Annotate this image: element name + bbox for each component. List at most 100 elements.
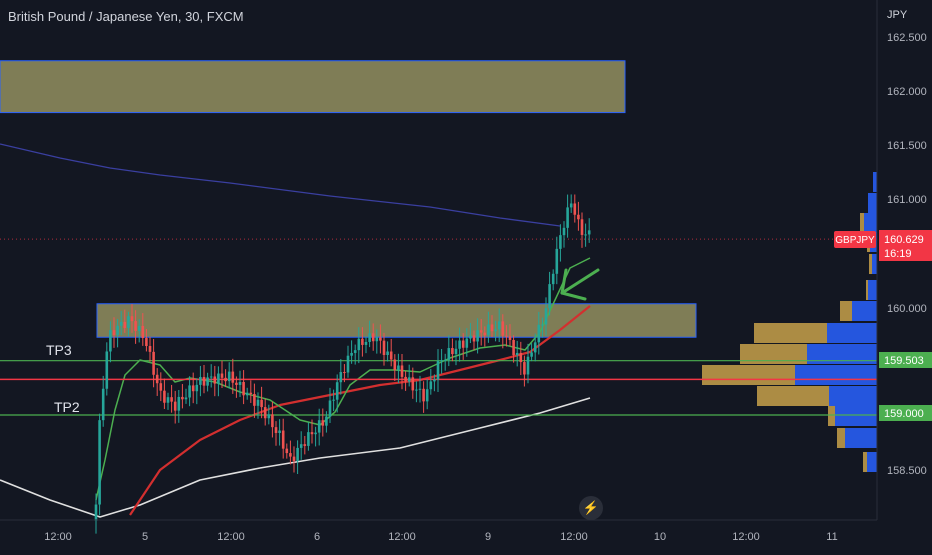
candle-body [159, 383, 163, 391]
volume-bar-down [828, 406, 835, 426]
candle-body [209, 376, 213, 378]
price-tick: 162.000 [887, 86, 927, 98]
candle-body [433, 379, 436, 382]
volume-bar-down [840, 301, 852, 321]
time-tick: 12:00 [388, 531, 416, 543]
volume-bar-down [869, 254, 872, 274]
volume-bar-up [864, 213, 877, 233]
candle-body [199, 376, 202, 385]
candle-body [292, 456, 296, 462]
candle-body [505, 335, 508, 337]
candle-body [145, 337, 148, 347]
candle-body [332, 399, 335, 401]
candle-body [404, 376, 407, 382]
candle-body [429, 381, 433, 390]
candle-body [371, 333, 375, 342]
candle-body [123, 321, 127, 328]
candle-body [368, 333, 371, 342]
candle-body [346, 355, 350, 373]
price-tick: 161.500 [887, 140, 927, 152]
level-badge-tp3-value: 159.503 [884, 355, 924, 367]
price-axis[interactable]: JPY 162.500 162.000 161.500 161.000 160.… [876, 0, 927, 520]
candle-body [170, 397, 173, 402]
candle-body [483, 332, 487, 336]
volume-bar-up [829, 386, 877, 406]
candle-body [152, 351, 155, 375]
candle-body [339, 372, 343, 383]
last-price-badge-bg [879, 230, 932, 261]
candle-body [256, 399, 260, 406]
candle-body [321, 420, 325, 426]
candle-body [155, 374, 159, 384]
candle-body [494, 329, 497, 332]
candle-body [137, 325, 141, 331]
level-badge-tp3-bg [879, 352, 932, 368]
candle-body [577, 214, 580, 220]
volume-bar-up [827, 323, 877, 343]
candle-body [422, 388, 425, 402]
candle-body [573, 203, 577, 215]
candle-body [559, 235, 562, 249]
candle-body [512, 339, 515, 356]
symbol-badge: GBPJPY [834, 231, 876, 248]
time-axis[interactable]: 12:00 5 12:00 6 12:00 9 12:00 10 12:00 1… [0, 519, 877, 543]
symbol-badge-text: GBPJPY [835, 235, 875, 246]
candle-body [184, 397, 188, 400]
candle-body [443, 359, 447, 361]
candle-body [458, 340, 461, 349]
candle-body [530, 352, 533, 357]
candle-body [166, 397, 170, 403]
candle-body [451, 348, 454, 355]
price-axis-unit: JPY [887, 9, 908, 21]
candle-body [134, 321, 137, 331]
candle-body [141, 325, 145, 338]
volume-bar-down [863, 452, 867, 472]
level-badge-tp2-bg [879, 405, 932, 421]
lightning-icon[interactable]: ⚡ [579, 496, 603, 520]
demand-zone [96, 303, 697, 338]
arrow-head-lower [560, 291, 587, 301]
candle-body [249, 392, 253, 394]
candle-body [397, 365, 400, 371]
candle-body [569, 203, 573, 208]
candle-body [515, 352, 519, 356]
candle-body [101, 388, 105, 421]
price-tick: 158.500 [887, 465, 927, 477]
volume-bar-up [795, 365, 877, 385]
time-tick: 6 [314, 531, 320, 543]
candle-body [487, 324, 490, 336]
candle-body [375, 337, 379, 342]
candle-body [335, 382, 339, 400]
candle-body [461, 340, 465, 348]
time-tick: 12:00 [44, 531, 72, 543]
candle-body [343, 372, 346, 374]
candle-body [548, 284, 551, 309]
candle-body [220, 373, 224, 378]
candle-body [447, 348, 451, 360]
candle-body [217, 373, 220, 384]
volume-bar-down [866, 280, 868, 300]
candle-body [497, 321, 501, 330]
candle-body [227, 371, 231, 382]
candle-body [454, 348, 458, 355]
volume-profile [702, 172, 877, 472]
candle-body [307, 432, 310, 446]
zones-layer [0, 60, 697, 338]
arrow-annotation [560, 268, 600, 301]
candle-body [555, 248, 559, 274]
candle-body [224, 377, 227, 382]
candles-layer[interactable] [94, 194, 591, 534]
level-badge-tp2: 159.000 [879, 405, 932, 421]
candle-body [350, 352, 353, 356]
candle-body [289, 453, 292, 457]
candle-body [314, 432, 317, 435]
time-tick: 11 [826, 531, 837, 543]
candle-body [281, 430, 285, 449]
candle-body [303, 444, 307, 446]
arrow-shaft [560, 268, 600, 295]
candle-body [436, 360, 440, 380]
candle-body [109, 330, 112, 352]
candle-body [245, 392, 249, 396]
